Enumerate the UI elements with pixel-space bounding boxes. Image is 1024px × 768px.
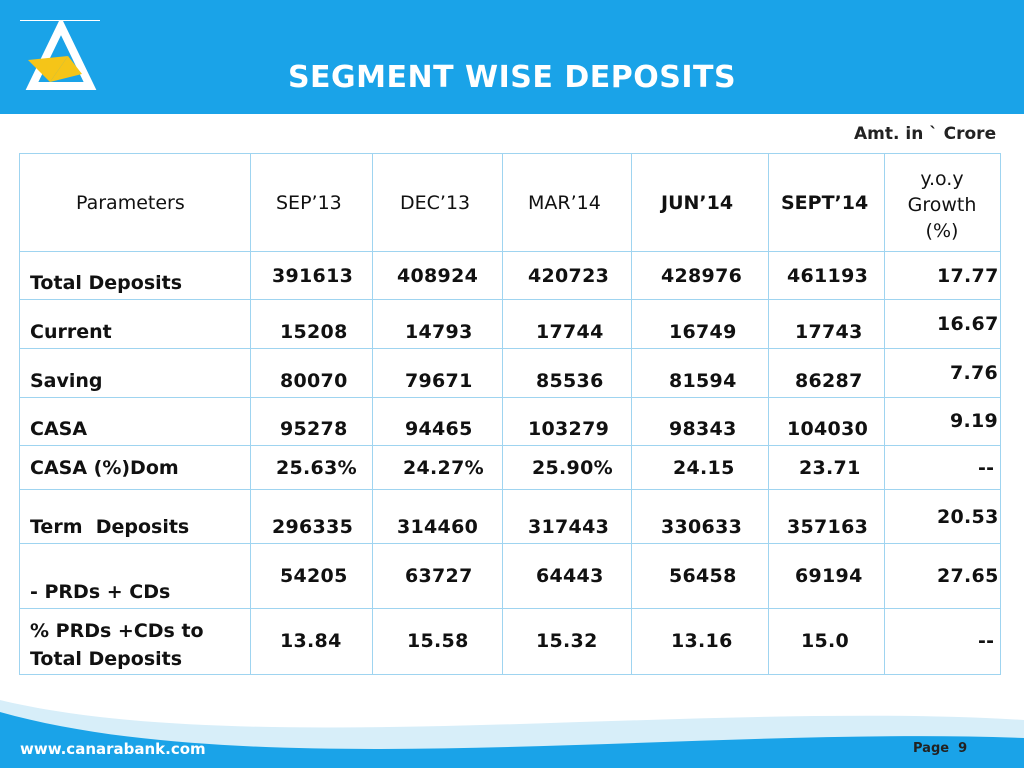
table-cell: 79671	[405, 370, 473, 392]
table-cell: 24.27%	[403, 457, 484, 479]
table-cell: 64443	[536, 565, 604, 587]
growth-cell: 20.53	[937, 506, 999, 528]
header-growth: Growth	[907, 194, 977, 216]
table-cell: 56458	[669, 565, 737, 587]
row-divider	[20, 251, 1000, 252]
page-label: Page	[913, 741, 950, 756]
table-cell: 104030	[787, 418, 869, 440]
row-label-total-deposits: Total Deposits	[30, 272, 183, 294]
page-number-value: 9	[958, 741, 968, 756]
header-percent: (%)	[925, 220, 959, 242]
table-cell: 296335	[272, 516, 354, 538]
table-cell: 25.90%	[532, 457, 613, 479]
header-banner: SEGMENT WISE DEPOSITS	[0, 0, 1024, 114]
table-cell: 17743	[795, 321, 863, 343]
growth-cell: 27.65	[937, 565, 999, 587]
page-number: Page 9	[913, 741, 967, 756]
column-divider	[250, 154, 251, 674]
table-cell: 15.0	[801, 630, 850, 652]
table-cell: 15.32	[536, 630, 598, 652]
row-divider	[20, 608, 1000, 609]
row-label-line2: Total Deposits	[30, 648, 183, 670]
footer-wave	[0, 700, 1024, 768]
column-divider	[631, 154, 632, 674]
table-cell: 98343	[669, 418, 737, 440]
table-cell: 25.63%	[276, 457, 357, 479]
row-divider	[20, 489, 1000, 490]
website-link[interactable]: www.canarabank.com	[20, 740, 206, 758]
header-yoy: y.o.y	[920, 168, 964, 190]
row-divider	[20, 445, 1000, 446]
table-cell: 357163	[787, 516, 869, 538]
row-label-saving: Saving	[30, 370, 103, 392]
header-parameters: Parameters	[76, 192, 185, 214]
table-cell: 103279	[528, 418, 610, 440]
row-label-prds-cds-percent: % PRDs +CDs to Total Deposits	[30, 617, 204, 673]
table-cell: 95278	[280, 418, 348, 440]
header-yoy-growth: y.o.y Growth (%)	[888, 166, 996, 244]
row-label-term-deposits: Term Deposits	[30, 516, 189, 538]
table-cell: 461193	[787, 265, 869, 287]
table-cell: 317443	[528, 516, 610, 538]
row-label-casa-percent: CASA (%)Dom	[30, 457, 179, 479]
growth-cell: --	[978, 630, 995, 652]
amount-unit-note: Amt. in ` Crore	[854, 124, 997, 144]
column-divider	[768, 154, 769, 674]
row-divider	[20, 397, 1000, 398]
table-cell: 63727	[405, 565, 473, 587]
table-cell: 80070	[280, 370, 348, 392]
table-cell: 94465	[405, 418, 473, 440]
table-cell: 85536	[536, 370, 604, 392]
table-cell: 14793	[405, 321, 473, 343]
table-cell: 16749	[669, 321, 737, 343]
column-divider	[884, 154, 885, 674]
table-cell: 69194	[795, 565, 863, 587]
term-deposits-text: Term Deposits	[30, 516, 190, 538]
column-divider	[372, 154, 373, 674]
header-dec13: DEC’13	[400, 192, 471, 214]
growth-cell: 17.77	[937, 265, 999, 287]
header-sept14: SEPT’14	[781, 192, 869, 214]
row-label-casa: CASA	[30, 418, 88, 440]
page-title: SEGMENT WISE DEPOSITS	[287, 60, 737, 95]
table-cell: 15208	[280, 321, 348, 343]
row-divider	[20, 348, 1000, 349]
row-label-prds-cds: - PRDs + CDs	[30, 581, 171, 603]
column-divider	[502, 154, 503, 674]
growth-cell: 9.19	[950, 410, 999, 432]
growth-cell: 16.67	[937, 313, 999, 335]
canara-logo-icon	[25, 20, 97, 90]
table-cell: 13.16	[671, 630, 733, 652]
growth-cell: 7.76	[950, 362, 999, 384]
table-cell: 13.84	[280, 630, 342, 652]
header-jun14: JUN’14	[661, 192, 734, 214]
row-label-current: Current	[30, 321, 112, 343]
table-cell: 23.71	[799, 457, 861, 479]
table-cell: 391613	[272, 265, 354, 287]
table-cell: 420723	[528, 265, 610, 287]
table-cell: 15.58	[407, 630, 469, 652]
table-cell: 81594	[669, 370, 737, 392]
table-cell: 86287	[795, 370, 863, 392]
table-cell: 24.15	[673, 457, 735, 479]
row-label-line1: % PRDs +CDs to	[30, 620, 204, 642]
row-divider	[20, 299, 1000, 300]
deposits-table: Parameters SEP’13 DEC’13 MAR’14 JUN’14 S…	[19, 153, 1001, 675]
table-cell: 314460	[397, 516, 479, 538]
table-cell: 54205	[280, 565, 348, 587]
table-cell: 428976	[661, 265, 743, 287]
growth-cell: --	[978, 457, 995, 479]
table-cell: 408924	[397, 265, 479, 287]
table-cell: 330633	[661, 516, 743, 538]
header-mar14: MAR’14	[528, 192, 601, 214]
row-divider	[20, 543, 1000, 544]
header-sep13: SEP’13	[276, 192, 342, 214]
table-cell: 17744	[536, 321, 604, 343]
